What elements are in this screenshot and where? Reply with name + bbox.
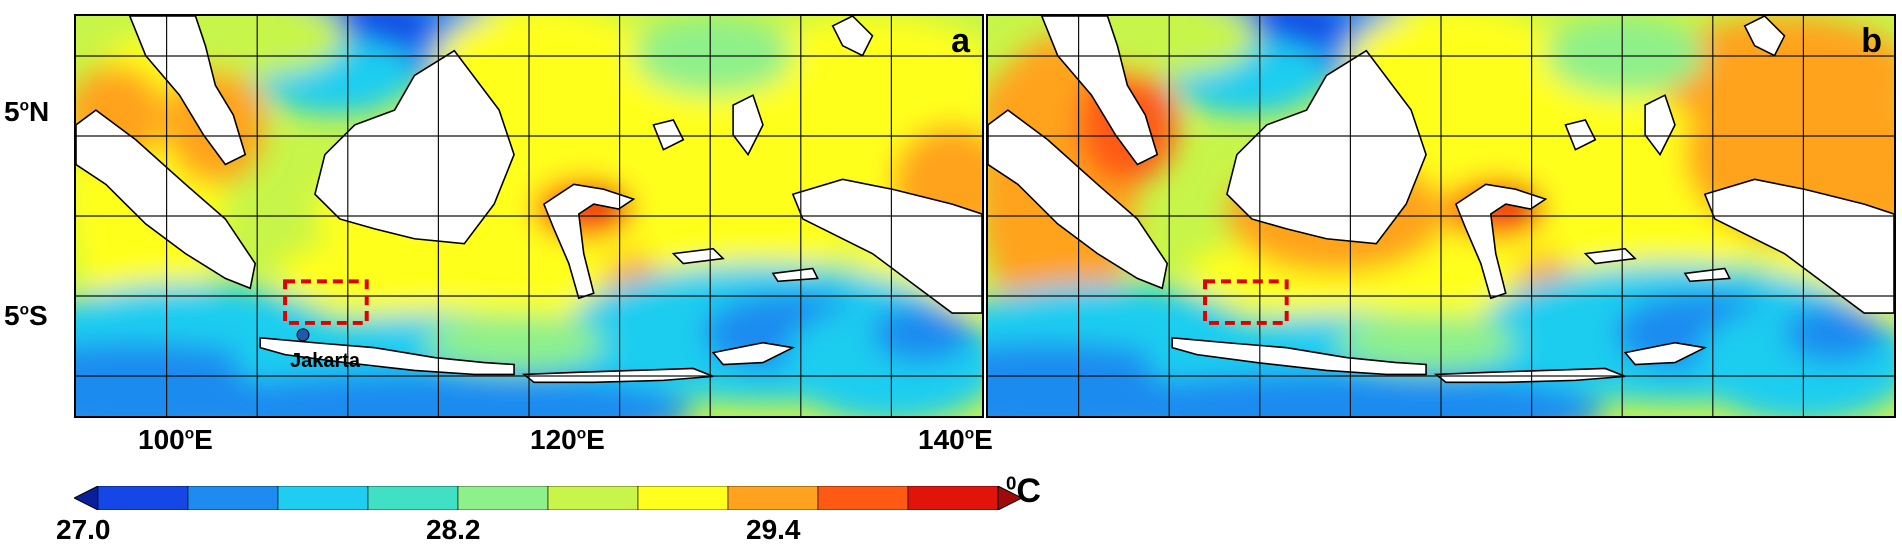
lon-label-140e: 140oE [918,424,993,455]
island [831,16,874,57]
colorbar-arrow-high [997,486,1022,510]
island [732,94,764,157]
colorbar-segment [637,486,729,510]
colorbar-segment [907,486,999,510]
island [76,109,257,290]
colorbar-segment [817,486,909,510]
island [1226,49,1427,245]
colorbar-tick-29-4: 29.4 [746,514,801,545]
island [1040,16,1159,166]
island [1564,119,1597,151]
sst-region [1077,16,1257,76]
sst-region [165,16,345,76]
sst-map-a [76,16,982,416]
island [791,178,982,314]
panel-label-b: b [1861,22,1882,60]
island [542,183,636,300]
lat-lon-grid [76,16,982,416]
study-area-box [283,279,369,325]
sst-region [175,372,694,416]
island [314,49,515,245]
island [1171,336,1427,376]
temperature-colorbar [74,486,1022,510]
sst-region [743,16,982,135]
map-panel-b: b [986,14,1896,418]
jakarta-marker [296,328,310,342]
island [988,109,1169,290]
island [128,16,247,166]
land-layer [988,16,1894,384]
map-panel-a: a [74,14,984,418]
island [1644,94,1676,157]
colorbar-segment [277,486,369,510]
colorbar-segment [457,486,549,510]
colorbar-segment [97,486,189,510]
sst-region [1655,16,1894,135]
land-layer [76,16,982,384]
lat-label-5s: 5oS [4,300,48,331]
island [1743,16,1786,57]
island [1703,178,1894,314]
sst-region [424,313,604,373]
study-area-box [1203,279,1289,325]
sst-map-b [988,16,1894,416]
island [1454,183,1548,300]
island [1683,267,1731,283]
lon-label-120e: 120oE [530,424,605,455]
island [652,119,685,151]
island [259,336,515,376]
sst-region [1784,303,1885,363]
colorbar-segment [547,486,639,510]
lon-label-100e: 100oE [138,424,213,455]
island [1623,341,1708,366]
lat-label-5n: 5oN [4,96,50,127]
colorbar-segment [727,486,819,510]
colorbar-arrow-low [74,486,99,510]
colorbar-segment [187,486,279,510]
lat-lon-grid [988,16,1894,416]
sst-region [872,303,973,363]
colorbar-segment [367,486,459,510]
sst-region [1087,372,1606,416]
island [711,341,796,366]
colorbar-tick-27: 27.0 [56,514,111,545]
panel-label-a: a [951,22,970,60]
island [771,267,819,283]
colorbar-tick-28-2: 28.2 [426,514,481,545]
city-label-jakarta: Jakarta [290,350,361,372]
colorbar-unit: 0C [1006,472,1041,510]
sst-region [1336,313,1516,373]
